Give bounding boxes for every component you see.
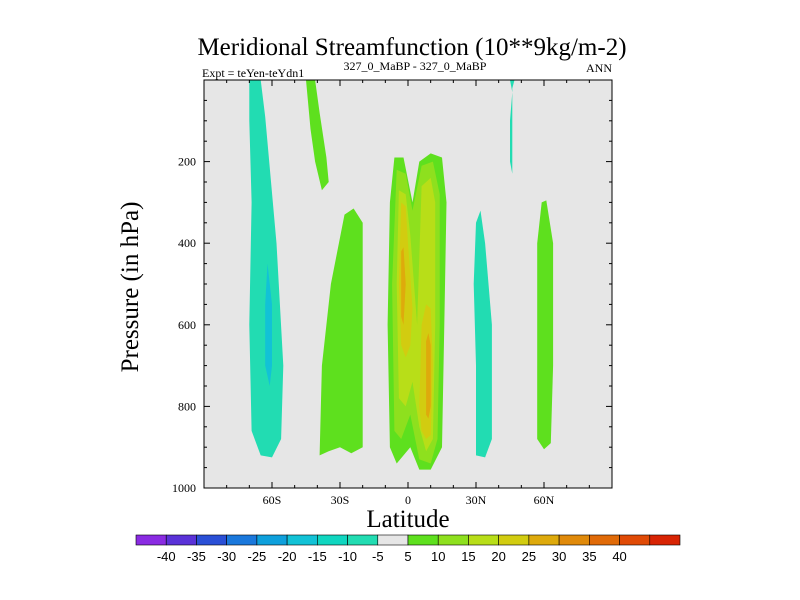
x-axis-label: Latitude	[366, 506, 449, 533]
colorbar-swatch	[377, 534, 409, 546]
contour-region-sh-negative-column	[249, 80, 284, 458]
colorbar-swatch	[196, 534, 227, 546]
colorbar-swatch	[286, 534, 318, 546]
x-tick-label: 30S	[331, 493, 350, 507]
contour-region-nh-negative-column	[473, 210, 492, 458]
contour-region-nh-upper-negative-filament	[510, 80, 515, 174]
colorbar-swatch	[498, 534, 530, 546]
y-axis-ticks: 200 400 600 800 1000	[172, 99, 612, 495]
contour-region-upper-positive-lobe	[306, 80, 329, 191]
colorbar-label: 5	[404, 549, 411, 564]
colorbar-label: -15	[308, 549, 327, 564]
x-axis-ticks: 60S 30S 0 30N 60N	[203, 80, 613, 507]
y-tick-label: 1000	[172, 481, 196, 495]
colorbar-label: -40	[157, 549, 176, 564]
colorbar-swatch	[256, 534, 288, 546]
colorbar-swatch	[589, 534, 620, 546]
contour-region-sh-negative-core	[265, 263, 272, 386]
chart-subtitle-center: 327_0_MaBP - 327_0_MaBP	[344, 59, 487, 73]
y-tick-label: 400	[178, 236, 196, 250]
chart-subtitle-left: Expt = teYen-teYdn1	[202, 66, 304, 80]
chart-title: Meridional Streamfunction (10**9kg/m-2)	[197, 34, 626, 61]
colorbar-swatch	[468, 534, 499, 546]
colorbar-label: 25	[522, 549, 536, 564]
colorbar-label: -35	[187, 549, 206, 564]
contour-region-tropical-peak-north	[426, 333, 431, 419]
colorbar-label: 20	[491, 549, 505, 564]
colorbar: -40 -35 -30 -25 -20 -15 -10 -5 5 10 15 20 25 30 35 40	[135, 534, 681, 564]
contour-region-nh-positive-column	[537, 200, 554, 450]
colorbar-swatch	[437, 534, 469, 546]
colorbar-label: -20	[278, 549, 297, 564]
colorbar-swatch	[558, 534, 590, 546]
x-tick-label: 60S	[263, 493, 282, 507]
colorbar-swatch	[317, 534, 348, 546]
y-tick-label: 600	[178, 318, 196, 332]
contour-region-sh-positive-column	[319, 208, 363, 456]
contour-region-tropical-peak-south	[401, 247, 406, 325]
colorbar-swatch	[528, 534, 560, 546]
colorbar-swatch	[226, 534, 258, 546]
contour-regions	[249, 80, 554, 470]
colorbar-swatch	[619, 534, 651, 546]
colorbar-swatch	[165, 534, 197, 546]
x-tick-label: 60N	[534, 493, 555, 507]
x-tick-label: 30N	[466, 493, 487, 507]
colorbar-label: -10	[338, 549, 357, 564]
y-tick-label: 800	[178, 399, 196, 413]
chart-subtitle-right: ANN	[586, 61, 612, 75]
colorbar-label: 10	[431, 549, 445, 564]
colorbar-swatch	[649, 534, 681, 546]
y-tick-label: 200	[178, 155, 196, 169]
colorbar-label: 35	[582, 549, 596, 564]
colorbar-label: 30	[552, 549, 566, 564]
colorbar-label: 15	[461, 549, 475, 564]
colorbar-label: -5	[372, 549, 384, 564]
x-tick-label: 0	[405, 493, 411, 507]
colorbar-label: -30	[217, 549, 236, 564]
colorbar-label: -25	[247, 549, 266, 564]
plot-area: 60S 30S 0 30N 60N 200 400 600 800 1000	[172, 79, 613, 507]
y-axis-label: Pressure (in hPa)	[117, 202, 144, 373]
colorbar-label: 40	[612, 549, 626, 564]
colorbar-swatch	[407, 534, 439, 546]
colorbar-swatch	[347, 534, 379, 546]
colorbar-swatch	[135, 534, 167, 546]
